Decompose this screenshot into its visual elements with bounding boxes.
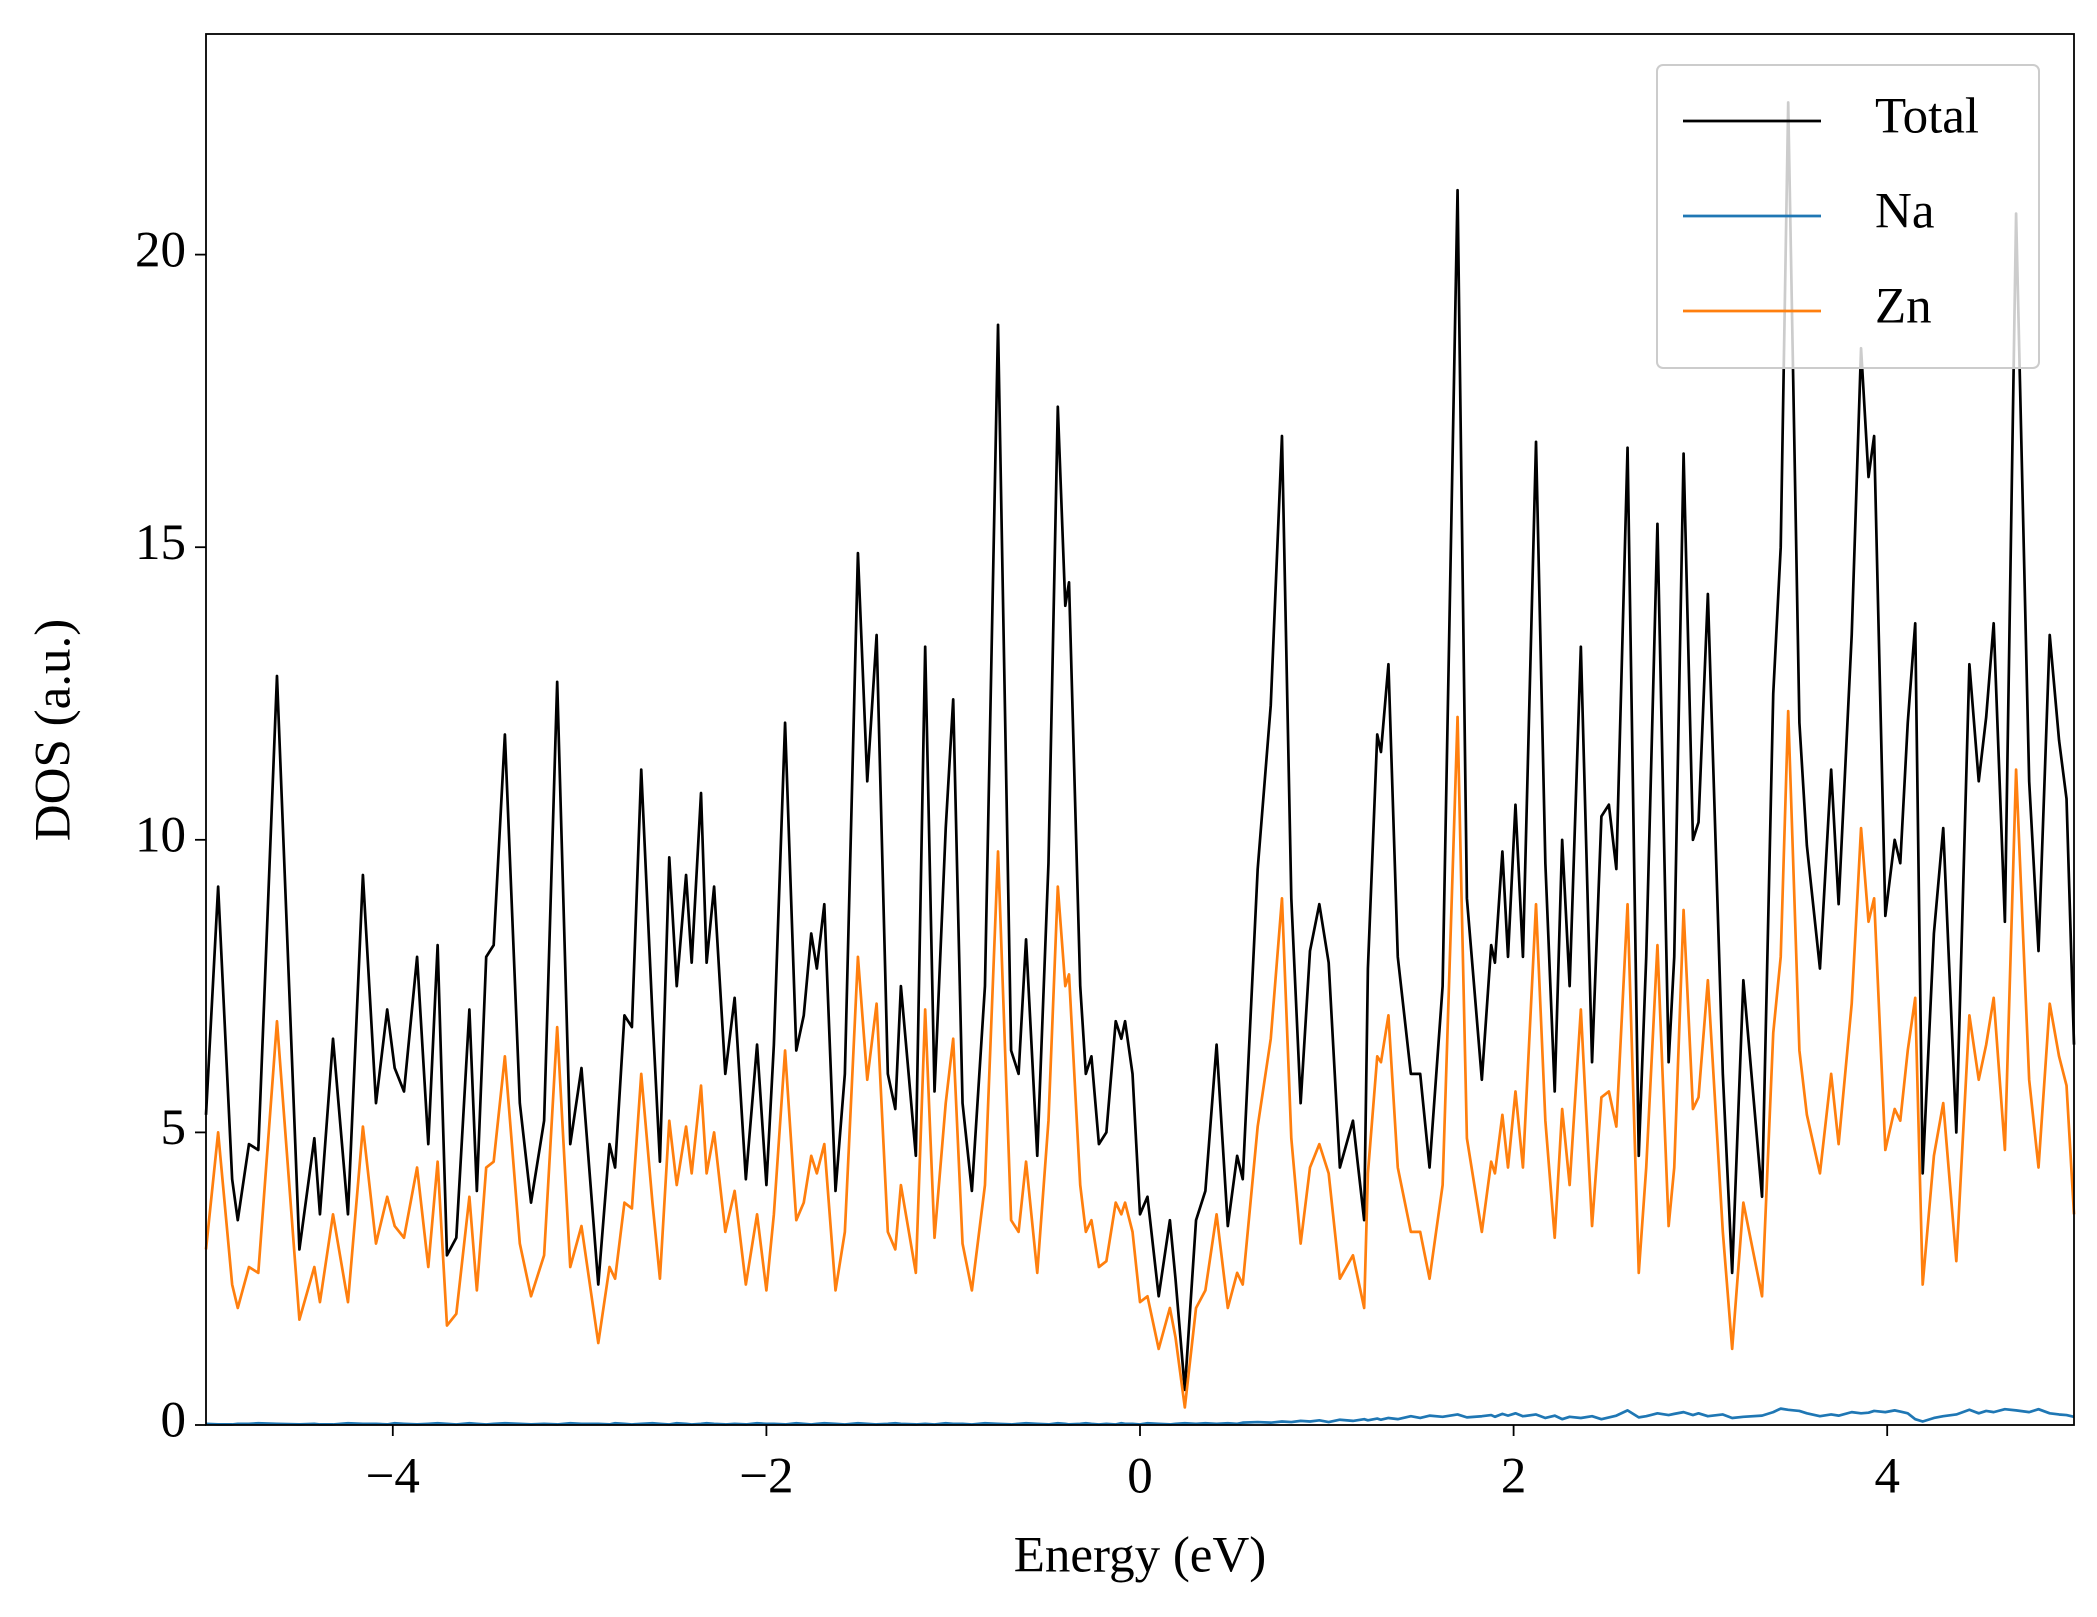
x-tick-label: 2 xyxy=(1501,1449,1527,1505)
y-tick-label: 0 xyxy=(161,1393,187,1449)
legend-label: Zn xyxy=(1875,279,1932,335)
y-tick-label: 15 xyxy=(135,515,186,571)
legend-label: Na xyxy=(1875,184,1934,240)
series-line xyxy=(205,1407,2075,1426)
x-tick-label: −4 xyxy=(366,1449,420,1505)
series-line xyxy=(204,709,2076,1409)
legend-box xyxy=(1656,64,2040,369)
y-tick-label: 5 xyxy=(161,1100,187,1156)
y-tick-label: 10 xyxy=(135,808,186,864)
x-tick-label: 0 xyxy=(1127,1449,1153,1505)
plot-frame xyxy=(205,33,2075,1426)
y-axis-label: DOS (a.u.) xyxy=(26,619,82,841)
x-tick-label: 4 xyxy=(1874,1449,1900,1505)
x-axis-label: Energy (eV) xyxy=(1014,1528,1267,1584)
y-tick-label: 20 xyxy=(135,222,186,278)
x-tick-label: −2 xyxy=(739,1449,793,1505)
series-line xyxy=(204,101,2076,1392)
legend-label: Total xyxy=(1875,89,1979,145)
